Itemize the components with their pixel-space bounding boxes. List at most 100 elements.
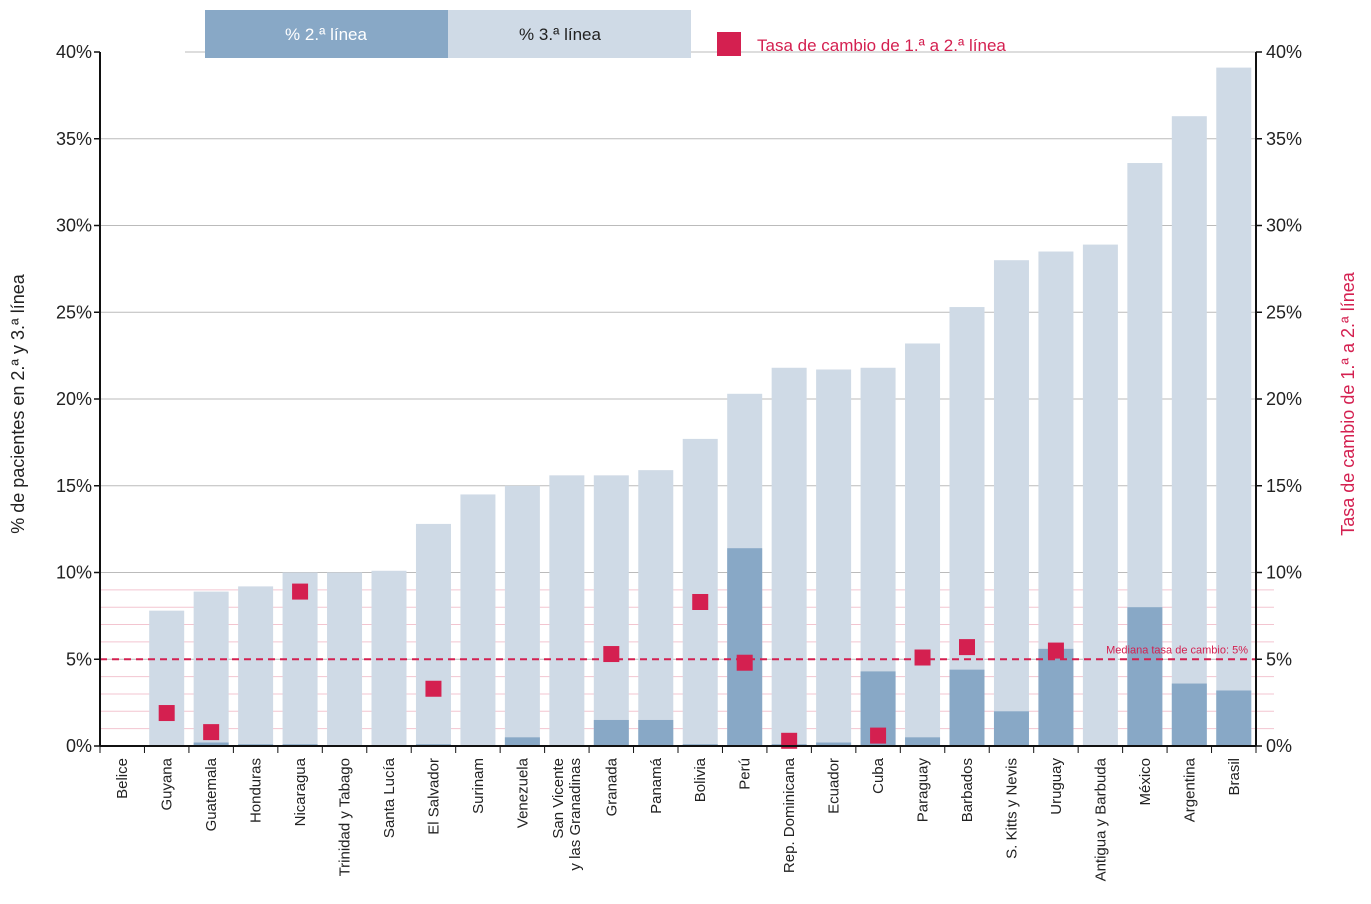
- bar-3rd-line: [149, 610, 185, 746]
- category-labels: Belice Guyana Guatemala Honduras Nicaragua Tr…: [114, 757, 1243, 881]
- bar-3rd-line: [1082, 244, 1118, 746]
- bar-3rd-line: [282, 572, 318, 746]
- gridlines: [100, 51, 1256, 660]
- category-label: Guatemala: [203, 757, 220, 831]
- bar-2nd-line: [993, 711, 1029, 746]
- category-label: Venezuela: [514, 757, 531, 828]
- rate-point: [425, 680, 442, 697]
- category-label: Paraguay: [915, 758, 932, 823]
- left-tick-labels: 0% 5% 10% 15% 20% 25% 30% 35% 40%: [56, 42, 92, 756]
- bars: [149, 67, 1252, 747]
- y-tick-label-right: 40%: [1266, 42, 1302, 62]
- median-line: Mediana tasa de cambio: 5%: [100, 644, 1256, 661]
- category-label: S. Kitts y Nevis: [1003, 758, 1020, 859]
- legend-label-3rd-line: % 3.ª línea: [519, 25, 601, 44]
- category-label: Trinidad y Tabago: [337, 758, 354, 876]
- bar-2nd-line: [504, 737, 540, 746]
- rate-point: [203, 724, 220, 741]
- legend-label-2nd-line: % 2.ª línea: [285, 25, 367, 44]
- category-label: Surinam: [470, 758, 487, 814]
- bar-3rd-line: [549, 475, 585, 746]
- rate-point: [1047, 642, 1064, 659]
- category-label: Honduras: [248, 758, 265, 823]
- rate-point: [914, 649, 931, 666]
- y-tick-label-left: 30%: [56, 216, 92, 236]
- bar-3rd-line: [193, 591, 229, 746]
- bar-3rd-line: [415, 523, 451, 746]
- rate-point: [292, 583, 309, 600]
- bar-3rd-line: [905, 343, 941, 746]
- rate-point: [959, 639, 975, 656]
- category-label: Guyana: [159, 757, 176, 810]
- bar-3rd-line: [638, 470, 674, 746]
- bar-3rd-line: [682, 438, 718, 746]
- category-label: Bolivia: [692, 757, 709, 802]
- bar-2nd-line: [1127, 607, 1163, 746]
- median-label: Mediana tasa de cambio: 5%: [1106, 644, 1248, 656]
- rate-point: [692, 593, 709, 610]
- category-label: Uruguay: [1048, 758, 1065, 815]
- bar-2nd-line: [638, 719, 674, 746]
- y-axis-label-left: % de pacientes en 2.ª y 3.ª línea: [8, 273, 28, 533]
- y-tick-label-left: 25%: [56, 302, 92, 322]
- bar-3rd-line: [771, 367, 807, 746]
- category-label: Argentina: [1181, 757, 1198, 822]
- bar-2nd-line: [593, 719, 629, 746]
- y-tick-label-left: 20%: [56, 389, 92, 409]
- y-tick-label-right: 20%: [1266, 389, 1302, 409]
- category-label: Rep. Dominicana: [781, 757, 798, 873]
- bar-2nd-line: [727, 548, 763, 746]
- rate-point: [781, 732, 798, 749]
- rate-point: [736, 654, 753, 671]
- category-label: San Vicentey las Granadinas: [550, 758, 584, 871]
- y-tick-label-right: 25%: [1266, 302, 1302, 322]
- legend: % 2.ª línea % 3.ª línea Tasa de cambio de …: [205, 10, 1006, 58]
- category-label: Santa Lucía: [381, 757, 398, 838]
- legend-box-2nd-line: [205, 10, 448, 58]
- category-label: Cuba: [870, 757, 887, 794]
- bar-2nd-line: [1216, 690, 1252, 746]
- right-tick-labels: 0% 5% 10% 15% 20% 25% 30% 35% 40%: [1266, 42, 1302, 756]
- bar-2nd-line: [1171, 683, 1207, 746]
- bar-3rd-line: [238, 586, 274, 746]
- category-label: Belice: [114, 758, 131, 799]
- y-tick-label-left: 5%: [66, 649, 92, 669]
- rate-point: [603, 646, 620, 663]
- y-tick-label-left: 35%: [56, 129, 92, 149]
- category-label: Perú: [737, 758, 754, 790]
- legend-box-3rd-line: [448, 10, 691, 58]
- category-label: Barbados: [959, 758, 976, 822]
- y-tick-label-right: 10%: [1266, 563, 1302, 583]
- category-label: Ecuador: [826, 758, 843, 814]
- rate-point: [158, 705, 175, 722]
- y-tick-label-right: 35%: [1266, 129, 1302, 149]
- bar-2nd-line: [1038, 648, 1074, 746]
- bar-3rd-line: [504, 485, 540, 746]
- category-label: México: [1137, 758, 1154, 806]
- y-tick-label-right: 30%: [1266, 216, 1302, 236]
- bar-3rd-line: [993, 260, 1029, 746]
- legend-label-rate: Tasa de cambio de 1.ª a 2.ª línea: [757, 36, 1006, 55]
- bar-3rd-line: [593, 475, 629, 746]
- bar-2nd-line: [905, 737, 941, 746]
- category-label: El Salvador: [425, 758, 442, 835]
- y-tick-label-right: 15%: [1266, 476, 1302, 496]
- bar-2nd-line: [949, 669, 985, 746]
- bar-3rd-line: [816, 369, 852, 746]
- bar-3rd-line: [1171, 116, 1207, 746]
- y-tick-label-right: 5%: [1266, 649, 1292, 669]
- y-tick-label-left: 15%: [56, 476, 92, 496]
- bar-3rd-line: [1216, 67, 1252, 747]
- y-axis-label-right: Tasa de cambio de 1.ª a 2.ª línea: [1338, 271, 1358, 535]
- rate-point: [870, 727, 887, 744]
- bar-2nd-line: [816, 742, 852, 746]
- axes: [94, 51, 1262, 753]
- bar-3rd-line: [460, 494, 496, 746]
- category-label: Granada: [603, 757, 620, 816]
- category-label: Antigua y Barbuda: [1092, 757, 1109, 881]
- y-tick-label-left: 40%: [56, 42, 92, 62]
- category-label: Nicaragua: [292, 757, 309, 826]
- category-label: Brasil: [1226, 758, 1243, 796]
- bar-2nd-line: [193, 742, 229, 746]
